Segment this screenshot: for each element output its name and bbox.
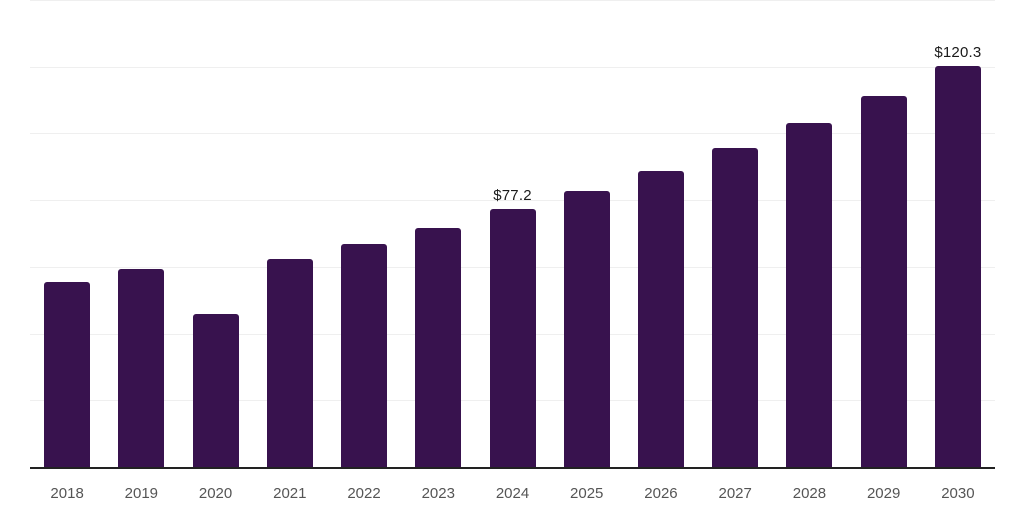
bar-2030[interactable] [934, 65, 981, 467]
bar-2022[interactable] [341, 243, 388, 467]
x-axis-tick-2029: 2029 [866, 485, 901, 502]
x-axis-tick-2023: 2023 [421, 485, 455, 502]
bar-2019[interactable] [118, 269, 165, 467]
bar-2029[interactable] [860, 95, 907, 467]
gridline [30, 66, 995, 68]
gridline [30, 133, 995, 135]
bar-2023[interactable] [415, 227, 462, 467]
x-axis-tick-2024: 2024 [495, 485, 530, 502]
x-axis-tick-2020: 2020 [198, 485, 233, 502]
bar-2026[interactable] [637, 170, 684, 467]
x-axis-tick-2019: 2019 [124, 485, 159, 502]
x-axis-tick-2030: 2030 [941, 485, 975, 502]
bar-2024[interactable] [489, 209, 536, 467]
bar-2027[interactable] [712, 148, 759, 467]
bar-2025[interactable] [563, 191, 610, 467]
bar-2018[interactable] [44, 281, 91, 467]
bar-2021[interactable] [266, 258, 313, 467]
x-axis-tick-2018: 2018 [50, 485, 84, 502]
bar-2020[interactable] [192, 313, 239, 467]
bar-value-label-2030: $120.3 [934, 43, 982, 61]
bar-value-label-2024: $77.2 [493, 187, 532, 205]
x-axis-tick-2025: 2025 [570, 485, 604, 502]
x-axis-tick-2028: 2028 [792, 485, 827, 502]
x-axis-tick-2026: 2026 [644, 485, 678, 502]
x-axis-tick-2021: 2021 [273, 485, 307, 502]
plot-area: $77.2 $120.3 [30, 0, 995, 469]
x-axis-tick-2022: 2022 [347, 485, 381, 502]
x-axis-tick-2027: 2027 [718, 485, 752, 502]
bar-2028[interactable] [786, 123, 833, 467]
gridline [30, 0, 995, 1]
gridline [30, 200, 995, 202]
